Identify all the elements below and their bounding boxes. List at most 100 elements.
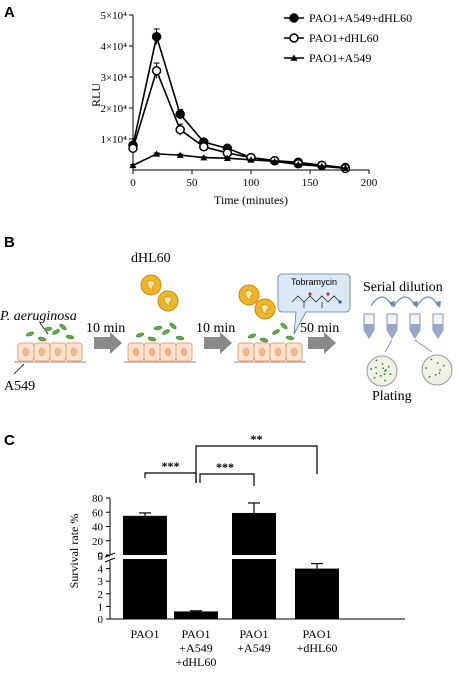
tobramycin-label: Tobramycin: [291, 277, 337, 287]
data-point: [199, 142, 209, 152]
y-tick-label: 40: [92, 522, 104, 534]
series-line: [132, 153, 346, 169]
tube-liquid: [433, 324, 443, 338]
dilution-tubes: [363, 296, 444, 353]
bacterium-icon: [175, 335, 185, 341]
y-tick-label: 1×10⁴: [100, 134, 127, 146]
bar: [174, 611, 218, 619]
neutrophil-nucleus: [260, 304, 270, 315]
a549-cell-layer-3: [234, 342, 306, 363]
tube-liquid: [410, 324, 420, 338]
neutrophil-nucleus: [163, 296, 173, 307]
legend-entry: PAO1+A549+dHL60: [309, 11, 412, 25]
bacterium-icon: [59, 323, 67, 331]
arrow-step2: 10 min: [196, 321, 235, 354]
step1-time-label: 10 min: [86, 321, 125, 336]
significance-label: ***: [162, 459, 180, 473]
legend-entry: PAO1+dHL60: [309, 31, 379, 45]
colony-dot: [438, 372, 441, 375]
category-label: PAO1: [240, 627, 269, 641]
bacterium-icon: [280, 322, 288, 330]
bacterium-icon: [65, 334, 75, 340]
plating-label: Plating: [372, 389, 412, 404]
bacterium-icon: [37, 336, 47, 342]
colony-dot: [428, 375, 431, 378]
category-label: PAO1: [182, 627, 211, 641]
panel-b-schematic: B P. aeruginosa A549 10 min dHL60 10 min…: [0, 234, 453, 404]
bacterium-icon: [147, 336, 157, 342]
significance-label: ***: [216, 460, 234, 474]
bacterium-icon: [169, 322, 177, 330]
data-point: [128, 143, 138, 154]
colony-dot: [385, 369, 387, 372]
data-point: [289, 33, 299, 43]
y-tick-label: 60: [92, 507, 104, 519]
category-label: +A549: [179, 641, 212, 655]
cell-nucleus: [180, 347, 188, 357]
plating-line: [384, 339, 393, 353]
colony-dot: [384, 379, 386, 382]
y-tick-label: 1: [98, 601, 104, 613]
y-tick-label: 20: [92, 536, 104, 548]
x-tick-label: 0: [130, 177, 136, 189]
bacteria-group-2: [135, 322, 185, 342]
transfer-arrow: [393, 296, 416, 307]
bacterium-icon: [135, 332, 145, 338]
panel-b-letter: B: [4, 234, 15, 251]
category-label: +A549: [237, 641, 270, 655]
bracket-line: [144, 472, 197, 483]
y-tick-label: 5: [98, 551, 104, 563]
bar-lower: [123, 559, 167, 619]
colony-dot: [430, 358, 433, 361]
cell-nucleus: [258, 347, 266, 357]
colony-dot: [375, 372, 378, 375]
bacterium-icon: [153, 325, 163, 331]
category-label: +dHL60: [297, 641, 338, 655]
category-label: PAO1: [131, 627, 160, 641]
step3-time-label: 50 min: [300, 321, 339, 336]
a549-label: A549: [4, 379, 35, 394]
cell-nucleus: [242, 347, 250, 357]
bacterium-icon: [285, 335, 295, 341]
bar-upper: [123, 515, 167, 555]
bacterium-icon: [43, 326, 53, 332]
data-point: [151, 66, 162, 76]
axis-break-mark: [104, 557, 116, 563]
y-tick-label: 2×10⁴: [100, 103, 127, 115]
neutrophil-group: [140, 274, 179, 312]
tube-liquid: [364, 324, 374, 338]
chart-c-bars: [123, 502, 339, 619]
dhl60-label: dHL60: [131, 251, 171, 266]
bacterium-icon: [259, 337, 269, 343]
bacterium-icon: [272, 329, 280, 335]
a549-cell-layer: [14, 342, 86, 363]
chart-a-axes: 0 50 100 150 200 1×10⁴ 2×10⁴ 3×10⁴ 4×10⁴ 5×10⁴: [100, 10, 377, 189]
transfer-arrow: [370, 296, 393, 307]
cell-nucleus: [132, 347, 140, 357]
y-tick-label: 5×10⁴: [100, 10, 127, 22]
data-point: [200, 154, 208, 161]
step3-group: Tobramycin: [234, 273, 351, 363]
tube-liquid: [387, 324, 397, 338]
significance-bracket: ***: [199, 460, 255, 486]
y-axis-title: RLU: [89, 83, 103, 107]
cell-nucleus: [70, 347, 78, 357]
category-label: +dHL60: [176, 655, 217, 669]
bar-upper: [232, 512, 276, 555]
data-point: [223, 154, 231, 162]
data-point: [175, 124, 185, 135]
series-3: [129, 150, 349, 171]
y-axis-title: Survival rate %: [67, 514, 81, 589]
agar-plate-icon: [366, 355, 398, 387]
colony-dot: [382, 367, 385, 370]
plating-line: [414, 339, 433, 353]
step2-time-label: 10 min: [196, 321, 235, 336]
y-tick-label: 4×10⁴: [100, 41, 127, 53]
right-arrow-icon: [308, 332, 336, 354]
bacteria-group: [25, 323, 75, 342]
data-point: [151, 31, 162, 42]
data-point: [129, 161, 137, 169]
data-point: [289, 13, 299, 23]
